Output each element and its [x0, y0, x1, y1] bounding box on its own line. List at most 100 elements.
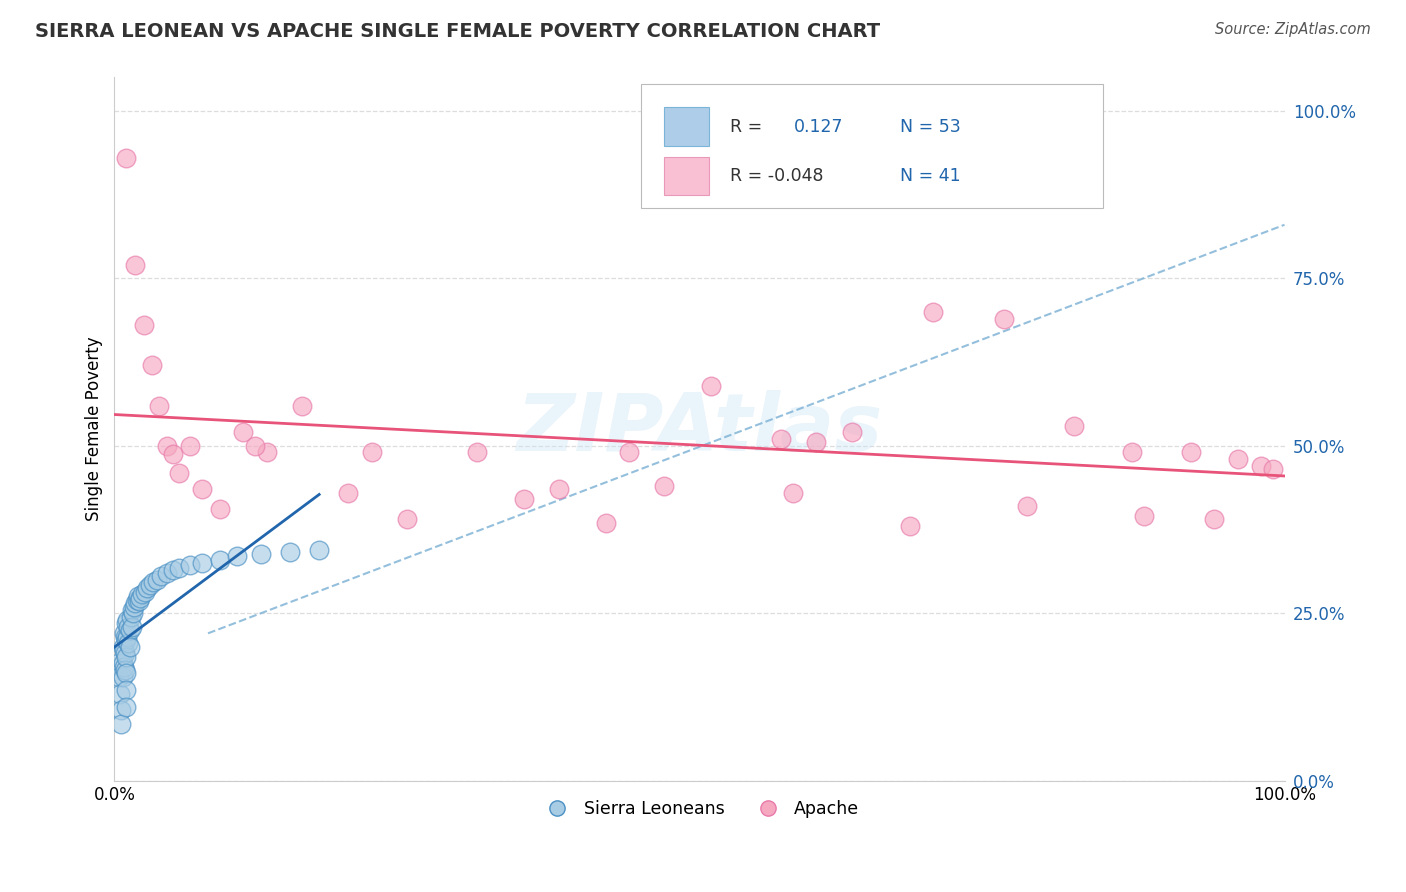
Point [115, 666, 138, 681]
Point [179, 439, 201, 453]
Point [548, 483, 571, 497]
Point [118, 640, 141, 654]
Point [782, 485, 804, 500]
Point [167, 560, 190, 574]
Text: SIERRA LEONEAN VS APACHE SINGLE FEMALE POVERTY CORRELATION CHART: SIERRA LEONEAN VS APACHE SINGLE FEMALE P… [35, 22, 880, 41]
Point [115, 649, 138, 664]
Point [132, 318, 155, 333]
Point [117, 636, 139, 650]
Y-axis label: Single Female Poverty: Single Female Poverty [86, 337, 103, 521]
Point [136, 581, 159, 595]
Point [1133, 509, 1156, 524]
Point [1261, 462, 1284, 476]
Point [150, 569, 173, 583]
Point [107, 657, 129, 671]
Point [806, 435, 828, 450]
Point [108, 670, 131, 684]
Point [654, 479, 676, 493]
Point [117, 619, 139, 633]
Point [179, 558, 201, 572]
Point [232, 425, 254, 440]
Point [208, 552, 231, 566]
Point [700, 378, 723, 392]
Point [148, 399, 170, 413]
Point [249, 547, 271, 561]
Point [395, 512, 418, 526]
Point [121, 619, 143, 633]
Text: 0.127: 0.127 [794, 118, 844, 136]
Point [243, 439, 266, 453]
Point [117, 630, 139, 644]
Point [110, 716, 132, 731]
Point [115, 151, 138, 165]
Point [191, 483, 214, 497]
Point [156, 439, 179, 453]
Point [993, 311, 1015, 326]
Point [162, 563, 184, 577]
Point [513, 492, 536, 507]
Text: Source: ZipAtlas.com: Source: ZipAtlas.com [1215, 22, 1371, 37]
Text: ZIPAtlas: ZIPAtlas [516, 390, 883, 468]
Point [111, 640, 134, 654]
Point [114, 630, 136, 644]
Point [226, 549, 249, 564]
Point [360, 445, 382, 459]
Point [112, 643, 135, 657]
FancyBboxPatch shape [665, 157, 709, 195]
Point [595, 516, 617, 530]
Point [256, 445, 278, 459]
Point [127, 590, 149, 604]
Point [308, 542, 330, 557]
Point [1063, 418, 1085, 433]
Point [117, 613, 139, 627]
Point [138, 578, 160, 592]
Point [112, 660, 135, 674]
Point [1180, 445, 1202, 459]
Point [115, 632, 138, 647]
Point [619, 445, 641, 459]
Point [278, 544, 301, 558]
Point [208, 502, 231, 516]
Point [118, 623, 141, 637]
Legend: Sierra Leoneans, Apache: Sierra Leoneans, Apache [533, 793, 866, 825]
Point [115, 700, 138, 714]
Point [770, 432, 793, 446]
Point [115, 616, 138, 631]
Point [142, 575, 165, 590]
Point [125, 592, 148, 607]
Point [112, 626, 135, 640]
Point [110, 703, 132, 717]
Point [120, 609, 142, 624]
Point [1250, 458, 1272, 473]
Point [110, 687, 132, 701]
Point [145, 573, 167, 587]
Point [162, 447, 184, 461]
Point [124, 258, 146, 272]
Point [111, 670, 134, 684]
Point [1226, 452, 1249, 467]
FancyBboxPatch shape [665, 107, 709, 146]
Point [129, 591, 152, 606]
Point [156, 566, 179, 580]
Point [128, 594, 150, 608]
Point [465, 445, 488, 459]
Point [1121, 445, 1143, 459]
Point [141, 359, 163, 373]
Point [167, 466, 190, 480]
Point [922, 305, 945, 319]
Point [124, 599, 146, 614]
FancyBboxPatch shape [641, 85, 1104, 208]
Point [898, 519, 921, 533]
Point [134, 584, 156, 599]
Point [114, 663, 136, 677]
Point [124, 596, 146, 610]
Point [1017, 499, 1039, 513]
Text: R =: R = [730, 118, 762, 136]
Point [131, 587, 153, 601]
Text: R = -0.048: R = -0.048 [730, 167, 824, 185]
Point [337, 485, 360, 500]
Point [291, 399, 314, 413]
Point [1204, 512, 1226, 526]
Text: N = 41: N = 41 [900, 167, 960, 185]
Point [191, 556, 214, 570]
